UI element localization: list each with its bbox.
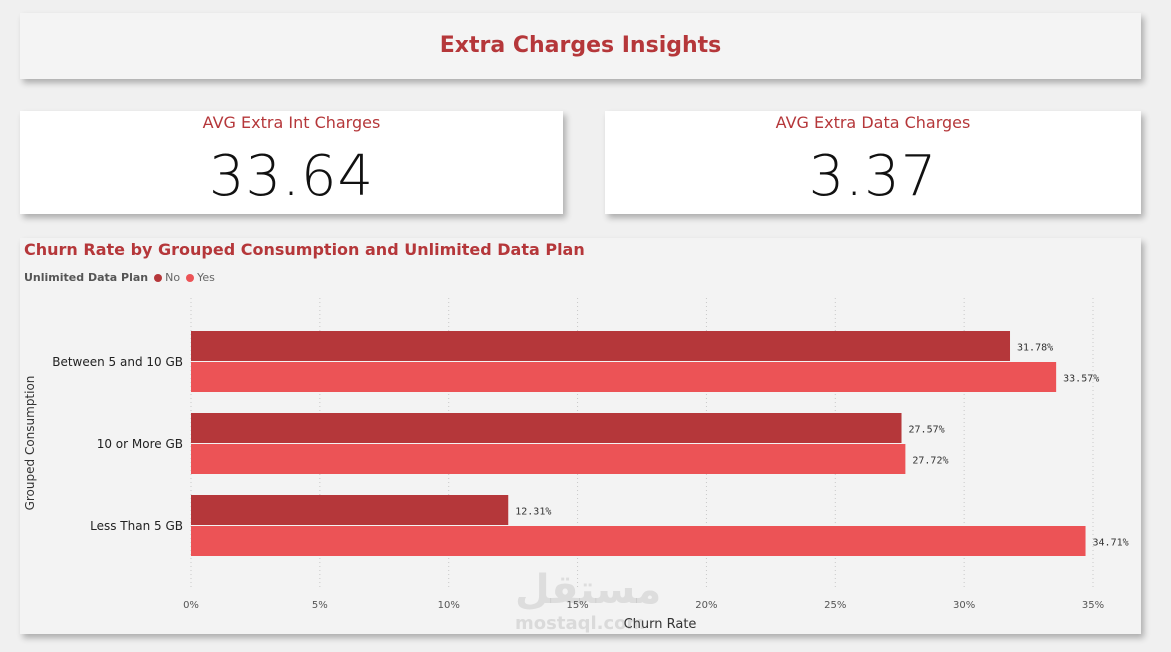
bar-no (191, 413, 902, 443)
x-axis-title: Churn Rate (624, 617, 697, 632)
chart-title: Churn Rate by Grouped Consumption and Un… (24, 240, 585, 259)
x-tick-label: 5% (312, 600, 328, 611)
legend-dot-yes (186, 273, 195, 282)
data-label: 27.72% (912, 456, 948, 467)
data-label: 31.78% (1017, 343, 1053, 354)
bar-no (191, 331, 1011, 361)
legend-item-yes[interactable]: Yes (186, 271, 215, 284)
y-category-label: 10 or More GB (97, 437, 183, 451)
bar-yes (191, 526, 1086, 556)
x-tick-label: 20% (695, 600, 717, 611)
legend-title: Unlimited Data Plan (24, 271, 149, 284)
y-category-label: Less Than 5 GB (90, 519, 183, 533)
kpi-label: AVG Extra Int Charges (202, 113, 381, 132)
page-title: Extra Charges Insights (439, 33, 722, 58)
legend-dot-no (154, 273, 163, 282)
x-tick-label: 10% (438, 600, 460, 611)
watermark-latin: mostaql.com (515, 613, 646, 634)
data-label: 34.71% (1093, 538, 1129, 549)
kpi-card-data-charges[interactable]: AVG Extra Data Charges 3.37 (605, 111, 1141, 214)
x-tick-label: 15% (566, 600, 588, 611)
legend-item-no[interactable]: No (154, 271, 180, 284)
data-label: 12.31% (515, 507, 551, 518)
x-tick-label: 0% (183, 600, 199, 611)
title-card: Extra Charges Insights (20, 13, 1141, 79)
bar-yes (191, 362, 1057, 392)
bar-no (191, 495, 509, 525)
kpi-value: 3.37 (808, 144, 938, 209)
x-tick-label: 35% (1082, 600, 1104, 611)
kpi-value: 33.64 (208, 144, 375, 209)
data-label: 27.57% (909, 425, 945, 436)
y-category-label: Between 5 and 10 GB (52, 355, 183, 369)
x-tick-label: 25% (824, 600, 846, 611)
legend-label-no: No (165, 271, 181, 284)
churn-chart-card[interactable]: Churn Rate by Grouped Consumption and Un… (20, 238, 1141, 634)
legend-label-yes: Yes (197, 271, 215, 284)
kpi-label: AVG Extra Data Charges (775, 113, 971, 132)
data-label: 33.57% (1063, 374, 1099, 385)
bar-chart: 0% 5% 10% 15% 20% 25% 30% 35% Between 5 and 10 G… (23, 298, 1129, 632)
x-tick-label: 30% (953, 600, 975, 611)
y-axis-title: Grouped Consumption (23, 376, 37, 511)
chart-legend: Unlimited Data Plan No Yes (24, 271, 221, 284)
bar-yes (191, 444, 906, 474)
watermark-arabic: مستقل (515, 567, 662, 613)
kpi-card-int-charges[interactable]: AVG Extra Int Charges 33.64 (20, 111, 563, 214)
